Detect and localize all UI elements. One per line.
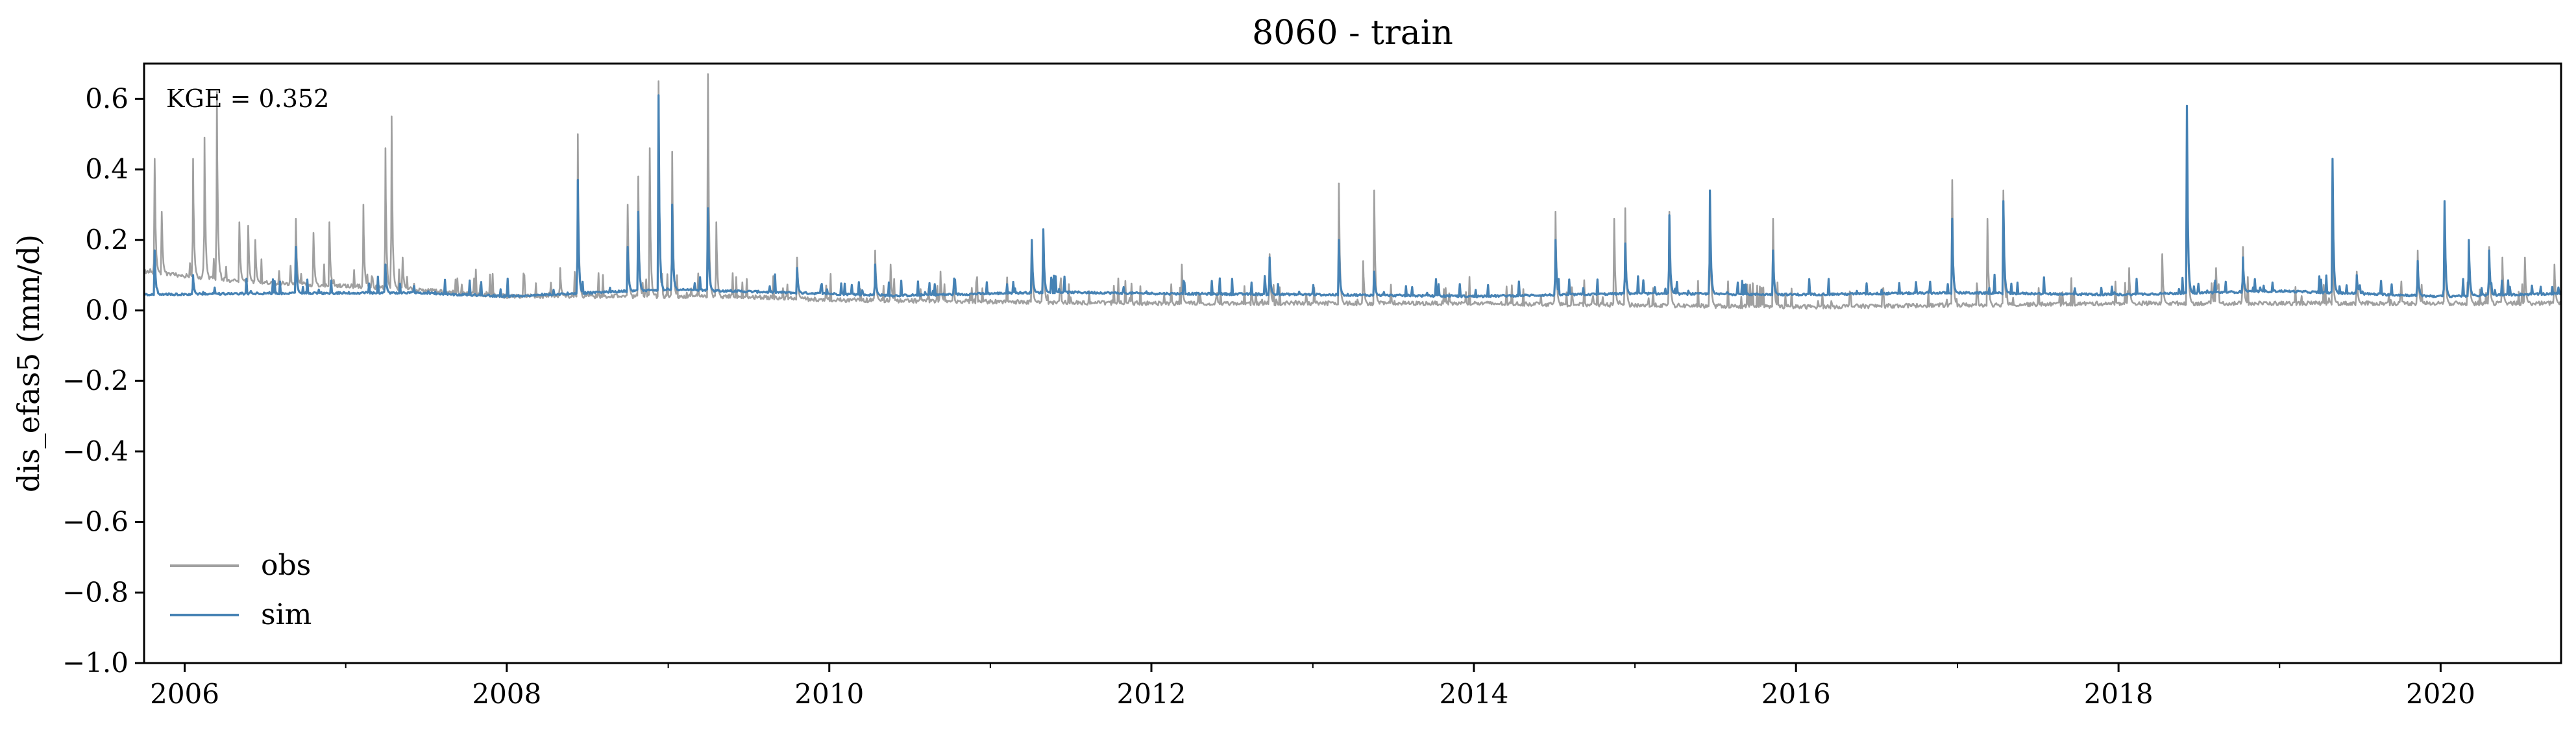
y-tick-label: 0.2 <box>85 224 129 256</box>
series-line-sim <box>143 94 2562 298</box>
y-tick-label: 0.6 <box>85 82 129 114</box>
x-tick-label: 2014 <box>1440 678 1509 710</box>
y-tick-label: −0.6 <box>62 506 129 538</box>
chart-title: 8060 - train <box>1252 14 1453 53</box>
y-axis-label: dis_efas5 (mm/d) <box>11 234 46 492</box>
kge-annotation: KGE = 0.352 <box>166 84 329 113</box>
y-tick-label: 0.4 <box>85 153 129 185</box>
y-tick-label: −1.0 <box>62 647 129 679</box>
legend: obs sim <box>170 549 312 631</box>
y-tick-label: −0.2 <box>62 365 129 396</box>
x-tick-label: 2008 <box>472 678 541 710</box>
y-tick-label: 0.0 <box>85 294 129 326</box>
x-tick-label: 2018 <box>2084 678 2153 710</box>
legend-label-obs: obs <box>261 549 311 582</box>
x-tick-label: 2006 <box>150 678 219 710</box>
series-line-obs <box>143 73 2562 310</box>
y-tick-label: −0.4 <box>62 435 129 467</box>
x-tick-label: 2012 <box>1117 678 1186 710</box>
y-tick-label: −0.8 <box>62 576 129 608</box>
x-tick-label: 2020 <box>2406 678 2475 710</box>
series-layer <box>143 73 2562 310</box>
plot-frame <box>143 62 2562 664</box>
x-tick-label: 2016 <box>1761 678 1831 710</box>
x-axis: 2006 2008 2010 2012 2014 2016 2018 2020 <box>150 663 2475 710</box>
legend-label-sim: sim <box>261 598 312 631</box>
x-tick-label: 2010 <box>794 678 864 710</box>
y-axis: −1.0 −0.8 −0.6 −0.4 −0.2 0.0 0.2 0.4 0.6 <box>62 82 144 679</box>
